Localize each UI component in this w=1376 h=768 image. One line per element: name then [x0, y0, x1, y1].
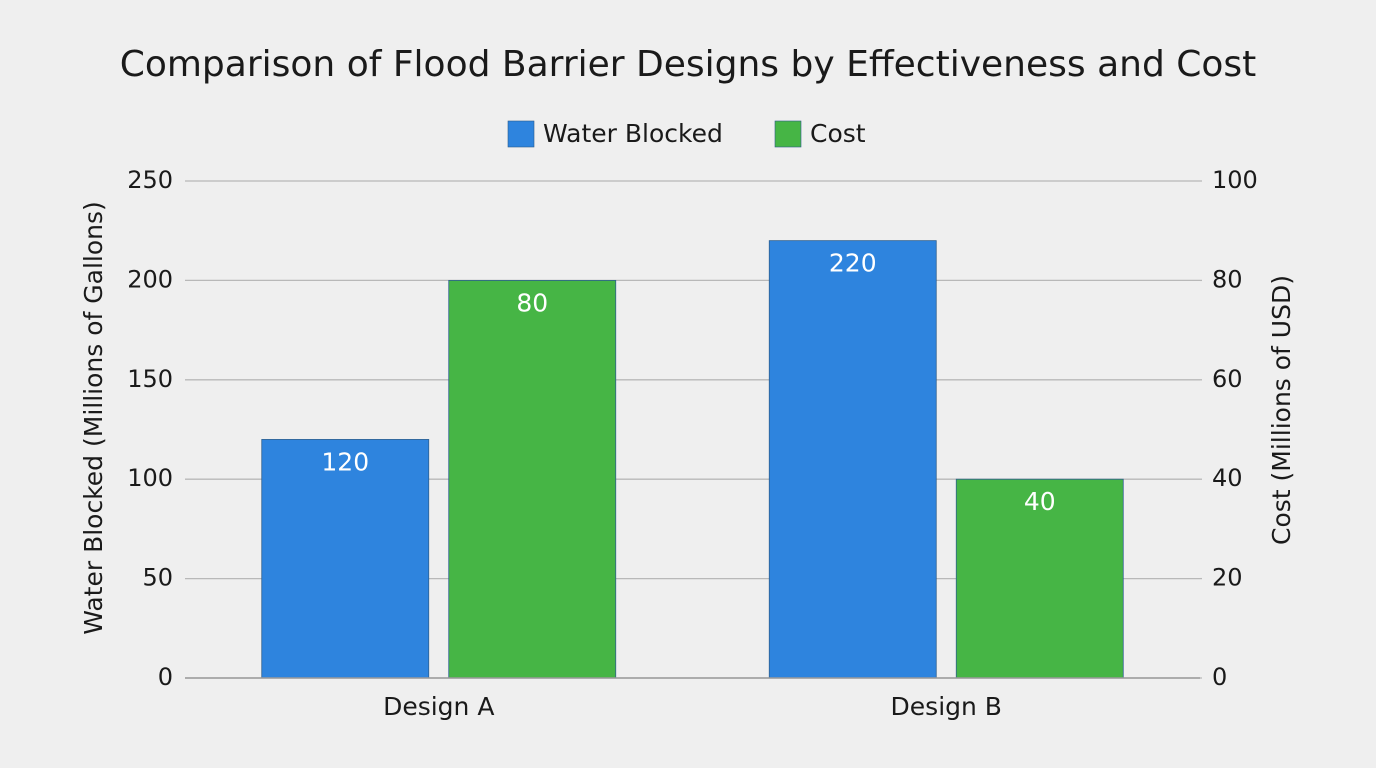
y-tick-label: 0 [158, 663, 173, 691]
bar [448, 279, 617, 679]
y-tick-label: 150 [127, 365, 173, 393]
y-tick-label: 250 [127, 166, 173, 194]
x-tick-label: Design A [383, 692, 494, 721]
y2-axis-title: Cost (Millions of USD) [1267, 275, 1296, 545]
legend-label: Cost [810, 119, 866, 148]
data-label: 80 [516, 288, 548, 317]
y2-tick-label: 20 [1212, 564, 1243, 592]
y2-tick-label: 100 [1212, 166, 1258, 194]
y2-tick-label: 40 [1212, 464, 1243, 492]
data-label: 40 [1024, 487, 1056, 516]
legend-swatch [774, 120, 802, 148]
legend-label: Water Blocked [543, 119, 723, 148]
chart-title: Comparison of Flood Barrier Designs by E… [120, 44, 1257, 85]
y-tick-label: 200 [127, 265, 173, 293]
y2-tick-label: 80 [1212, 265, 1243, 293]
y-tick-label: 50 [142, 564, 173, 592]
y2-tick-label: 0 [1212, 663, 1227, 691]
bar [955, 478, 1124, 679]
data-label: 120 [321, 447, 369, 476]
y-axis-title: Water Blocked (Millions of Gallons) [79, 201, 108, 635]
y2-tick-label: 60 [1212, 365, 1243, 393]
y-tick-label: 100 [127, 464, 173, 492]
data-label: 220 [829, 249, 877, 278]
bar [261, 439, 430, 679]
legend-swatch [507, 120, 535, 148]
bar [768, 240, 937, 679]
x-tick-label: Design B [891, 692, 1002, 721]
